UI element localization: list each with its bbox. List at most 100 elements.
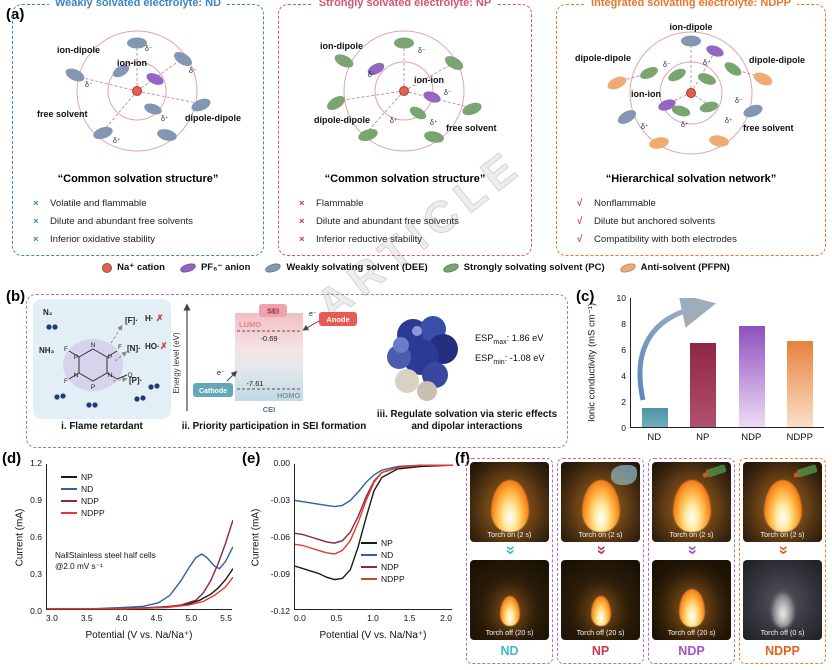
svg-text:dipole-dipole: dipole-dipole	[185, 113, 241, 123]
pc-swatch	[441, 261, 460, 274]
torch-nozzle	[705, 464, 727, 478]
cathode-electron-arrow	[226, 370, 238, 382]
anti-solvent-ellipse	[607, 76, 627, 90]
legend-item-pf6-anion: PF₆⁻ anion	[179, 261, 250, 274]
svg-text:H·: H·	[145, 314, 153, 323]
drawback-list: × Volatile and flammable × Dilute and abun…	[33, 195, 255, 249]
sei-label: SEI	[267, 307, 279, 316]
svg-text:δ⁻: δ⁻	[145, 46, 153, 53]
lumo-value: -0.69	[260, 334, 277, 343]
svg-text:δ⁻: δ⁻	[418, 48, 426, 55]
svg-text:δ⁺: δ⁺	[430, 120, 438, 127]
outer-shell	[76, 30, 198, 152]
chevron-down-icon: «	[772, 545, 792, 555]
photo-caption: Torch on (2 s)	[487, 530, 532, 539]
interaction-labels: ion-dipole ion-ion dipole-dipole free so…	[314, 41, 497, 133]
c-x-labels: ND NP NDP NDPP	[647, 432, 813, 443]
svg-text:free solvent: free solvent	[743, 123, 794, 133]
c-plot-area	[630, 298, 824, 428]
electron-label: e⁻	[217, 370, 225, 377]
svg-text:NH₃: NH₃	[39, 346, 55, 355]
torch-on-photo: Torch on (2 s)	[470, 462, 549, 542]
svg-text:δ⁻: δ⁻	[703, 60, 711, 67]
photo-caption: Torch on (2 s)	[578, 530, 623, 539]
svg-text:P: P	[74, 354, 78, 361]
solvation-diagram-np: ion-dipole ion-ion dipole-dipole free so…	[314, 30, 497, 152]
svg-text:[P]·: [P]·	[129, 376, 142, 385]
anode-badge	[319, 312, 357, 326]
torch-off-photo: Torch off (0 s)	[743, 560, 822, 640]
svg-text:dipole-dipole: dipole-dipole	[749, 55, 805, 65]
e-x-ticks: 0.0 0.5 1.0 1.5 2.0	[294, 613, 452, 623]
x-mark-icon: ×	[33, 216, 39, 227]
e-plot-area: NP ND NDP NDPP	[294, 464, 454, 610]
molecule-halo	[63, 339, 123, 391]
flame-test-column-nd: Torch on (2 s) « Torch off (20 s) ND	[466, 458, 553, 664]
d-y-ticks: 1.2 0.9 0.6 0.3 0.0	[30, 458, 42, 616]
sodium-cation	[686, 88, 696, 98]
box-subtitle: “Common solvation structure”	[57, 173, 219, 185]
list-item: × Dilute and abundant free solvents	[33, 213, 255, 231]
lumo-label: LUMO	[239, 320, 261, 329]
svg-text:ion-dipole: ion-dipole	[320, 41, 363, 51]
flame	[499, 596, 520, 626]
c-y-ticks: 10 8 6 4 2 0	[616, 293, 626, 433]
e-x-axis-label: Potential (V vs. Na/Na⁺)	[319, 630, 427, 641]
torch-on-photo: Torch on (2 s)	[652, 462, 731, 542]
flame	[678, 589, 705, 627]
svg-text:✗: ✗	[160, 341, 168, 351]
svg-text:δ⁻: δ⁻	[85, 82, 93, 89]
cathode-badge	[193, 383, 233, 397]
list-item: √ Nonflammable	[577, 195, 817, 213]
anode-electron-arrow	[302, 320, 320, 331]
x-mark-icon: ×	[299, 198, 305, 209]
c-bars	[631, 298, 824, 427]
solvent-ellipses	[607, 35, 773, 149]
bar-np	[690, 343, 717, 427]
svg-text:N: N	[74, 372, 79, 379]
nitrogen-molecules	[46, 324, 160, 408]
drawback-list: × Flammable × Dilute and abundant free sol…	[299, 195, 523, 249]
svg-text:ion-ion: ion-ion	[117, 58, 147, 68]
flame	[490, 480, 529, 532]
anti-solvent-ellipse	[709, 135, 729, 147]
svg-text:δ⁺: δ⁺	[390, 118, 398, 125]
flame	[581, 480, 620, 532]
flame	[590, 596, 611, 626]
svg-text:δ⁺: δ⁺	[161, 116, 169, 123]
torch-off-photo: Torch off (20 s)	[470, 560, 549, 640]
list-item: × Dilute and abundant free solvents	[299, 213, 523, 231]
inner-shell	[374, 61, 434, 121]
flame	[763, 480, 802, 532]
esp-max-label: ESPmax: 1.86 eV	[475, 333, 544, 346]
d-plot-area: NP ND NDP NDPP Na‖Stainless steel half c…	[46, 464, 234, 610]
molecule-atoms: N P N P N P F F F O	[64, 342, 133, 391]
na-cation-swatch	[102, 262, 113, 273]
panel-d-label: (d)	[2, 450, 22, 467]
svg-text:δ⁻: δ⁻	[735, 98, 743, 105]
x-mark-icon: ×	[33, 198, 39, 209]
svg-text:O: O	[127, 372, 132, 379]
photo-caption: Torch off (20 s)	[485, 628, 534, 637]
solvation-diagram-nd: ion-dipole ion-ion dipole-dipole free so…	[37, 30, 241, 152]
box-subtitle: “Common solvation structure”	[324, 173, 486, 185]
svg-text:δ⁻: δ⁻	[444, 90, 452, 97]
list-item: × Volatile and flammable	[33, 195, 255, 213]
series-ND	[294, 464, 453, 508]
svg-text:δ⁻: δ⁻	[663, 62, 671, 69]
d-x-ticks: 3.0 3.5 4.0 4.5 5.0 5.5	[46, 613, 232, 623]
svg-text:δ⁻: δ⁻	[189, 68, 197, 75]
glove	[611, 465, 637, 485]
check-mark-icon: √	[577, 216, 583, 227]
svg-text:δ⁺: δ⁺	[113, 138, 121, 145]
svg-text:[F]·: [F]·	[125, 316, 138, 325]
homo-label: HOMO	[277, 391, 300, 400]
legend-line-ndp	[61, 500, 77, 502]
svg-text:dipole-dipole: dipole-dipole	[575, 53, 631, 63]
e-y-ticks: 0.00 -0.03 -0.06 -0.09 -0.12	[270, 458, 290, 616]
svg-text:ion-dipole: ion-dipole	[57, 45, 100, 55]
legend-item-pc: Strongly solvating solvent (PC)	[441, 261, 605, 274]
legend-line-nd	[361, 554, 377, 556]
svg-text:N₂: N₂	[43, 308, 53, 317]
